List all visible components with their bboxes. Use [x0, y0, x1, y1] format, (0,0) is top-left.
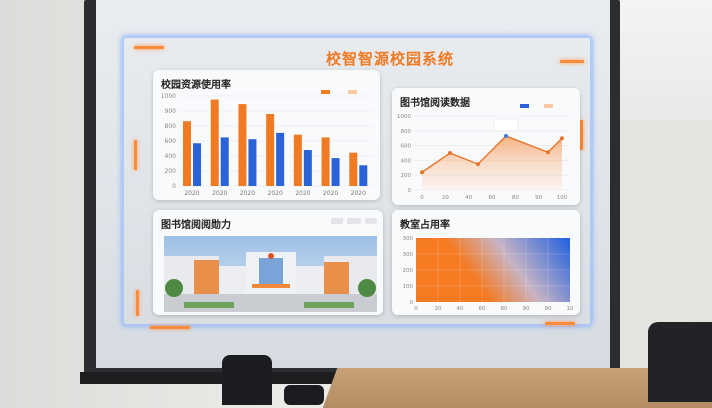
x-tick-label: 2020	[323, 190, 338, 197]
x-tick-label: 90	[523, 306, 530, 312]
series-line	[421, 135, 563, 173]
bar-chart: 0 200 400 600 800 900 1000 2020 2020 2020 2020 2020…	[161, 90, 373, 197]
library-data-panel: 图书馆阅读数据 0 200 400 600 800 1000 0 20 40 60 80 90 100	[392, 88, 580, 205]
data-point	[420, 170, 424, 175]
window	[620, 0, 712, 120]
y-tick-label: 600	[401, 144, 412, 150]
hud-ornament	[580, 120, 583, 150]
page-indicator	[347, 218, 361, 224]
x-tick-label: 2020	[240, 190, 255, 197]
hud-ornament	[136, 290, 139, 316]
heatmap-area	[416, 238, 570, 302]
hud-ornament	[560, 60, 584, 63]
hud-ornament	[545, 322, 575, 325]
dashboard-title: 校智智源校园系统	[325, 50, 454, 68]
data-point	[560, 136, 564, 141]
bar	[266, 114, 275, 186]
x-tick-label: 0	[414, 306, 418, 312]
area-chart: 0 200 400 600 800 1000 0 20 40 60 80 90 100	[397, 104, 570, 201]
tooltip	[493, 118, 519, 132]
bar	[248, 139, 257, 186]
y-tick-label: 1000	[161, 93, 176, 100]
data-point	[546, 150, 550, 155]
x-tick-label: 90	[535, 195, 542, 201]
y-tick-label: 600	[165, 138, 177, 145]
library-building-image	[164, 236, 377, 312]
x-tick-label: 60	[479, 306, 486, 312]
bar	[293, 134, 302, 186]
panel-title: 图书馆阅阅勋力	[161, 220, 231, 231]
bar	[349, 152, 358, 186]
y-tick-label: 0	[410, 300, 414, 306]
x-tick-label: 60	[489, 195, 496, 201]
area-fill	[422, 135, 562, 190]
bar	[220, 137, 229, 186]
x-tick-label: 90	[545, 306, 552, 312]
panel-title: 校园资源使用率	[161, 80, 231, 91]
panel-title: 图书馆阅读数据	[400, 98, 470, 109]
next-button[interactable]	[365, 218, 377, 224]
x-tick-label: 2020	[351, 190, 366, 197]
bar	[238, 104, 247, 186]
y-tick-label: 200	[401, 173, 412, 179]
data-point	[448, 151, 452, 155]
hud-ornament	[150, 326, 190, 329]
data-point	[476, 162, 480, 167]
heatmap-chart: 0 100 200 300 300 0 20 40 60 80 90 90 10	[403, 236, 574, 312]
x-tick-label: 20	[435, 306, 442, 312]
chair	[648, 322, 712, 402]
x-tick-label: 2020	[268, 190, 283, 197]
y-tick-label: 0	[172, 183, 176, 190]
y-tick-label: 200	[165, 168, 177, 175]
chair	[284, 385, 324, 405]
panel-title: 教室占用率	[400, 220, 450, 231]
bar	[193, 143, 201, 186]
y-tick-label: 900	[165, 108, 177, 115]
x-tick-label: 80	[512, 195, 519, 201]
x-tick-label: 40	[465, 195, 472, 201]
y-tick-label: 800	[165, 123, 177, 130]
x-tick-label: 0	[420, 195, 424, 201]
y-tick-label: 800	[401, 129, 412, 135]
hud-ornament	[134, 140, 137, 170]
legend-swatch	[520, 104, 529, 108]
legend-swatch	[321, 90, 330, 94]
x-tick-label: 100	[557, 195, 568, 201]
y-tick-label: 200	[403, 268, 414, 274]
x-tick-label: 20	[442, 195, 449, 201]
bar	[276, 132, 285, 186]
prev-button[interactable]	[331, 218, 343, 224]
bar	[331, 158, 340, 186]
y-tick-label: 300	[403, 236, 414, 242]
resource-usage-panel: 校园资源使用率 0 200 400 600 800 900 1000 2020 2020 2020…	[153, 70, 380, 200]
x-tick-label: 40	[457, 306, 464, 312]
chair	[222, 355, 272, 405]
y-tick-label: 300	[403, 252, 414, 258]
x-tick-label: 80	[501, 306, 508, 312]
x-tick-label: 2020	[184, 190, 199, 197]
y-tick-label: 0	[408, 188, 412, 194]
hud-frame	[122, 36, 592, 326]
bar	[359, 165, 368, 186]
library-image-panel: 图书馆阅阅勋力	[153, 210, 383, 315]
x-tick-label: 10	[567, 306, 574, 312]
data-point	[504, 133, 508, 138]
classroom-occupancy-panel: 教室占用率 0 100 200 300 300 0 20 40 60 80 90 90 10	[392, 210, 580, 315]
bar	[210, 99, 219, 186]
bar	[303, 150, 312, 186]
legend-swatch	[544, 104, 553, 108]
y-tick-label: 100	[403, 284, 414, 290]
x-tick-label: 2020	[212, 190, 227, 197]
x-tick-label: 2020	[295, 190, 310, 197]
bar	[183, 121, 191, 186]
y-tick-label: 400	[165, 153, 177, 160]
hud-ornament	[134, 46, 164, 49]
legend-swatch	[348, 90, 357, 94]
y-tick-label: 1000	[397, 114, 411, 120]
y-tick-label: 400	[401, 158, 412, 164]
bar	[321, 137, 330, 186]
